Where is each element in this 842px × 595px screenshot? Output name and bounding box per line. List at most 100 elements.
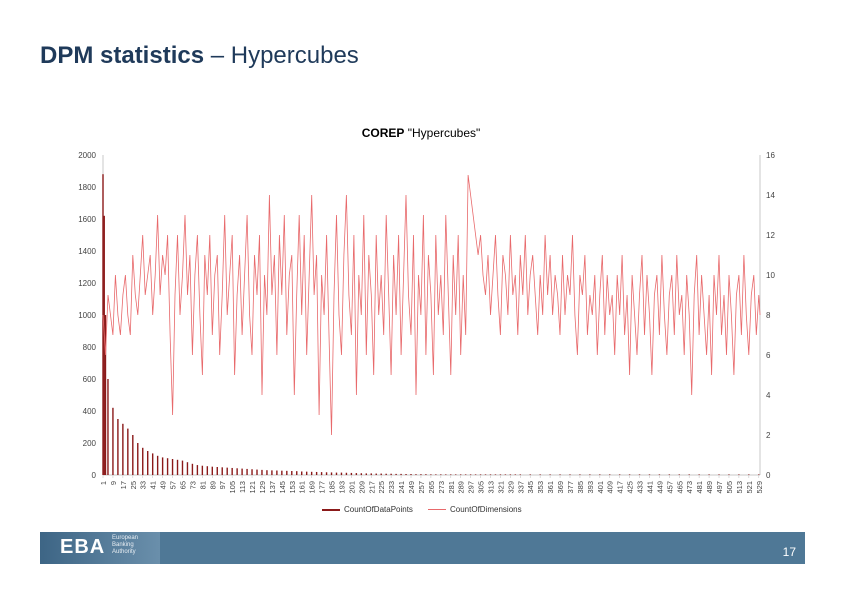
bar [211, 466, 213, 475]
y-left-tick-label: 200 [83, 439, 97, 448]
logo-subtitle-line: European [112, 535, 139, 541]
bar [450, 474, 452, 475]
bar [355, 473, 358, 475]
bar [718, 474, 720, 475]
bar [519, 474, 522, 475]
bar [489, 474, 492, 475]
logo-subtitle-line: Authority [112, 549, 136, 555]
eba-logo-box [40, 532, 160, 564]
x-tick-label: 1 [99, 481, 108, 485]
bar [365, 473, 367, 475]
bar [688, 474, 690, 475]
bar [738, 474, 740, 475]
y-left-tick-label: 2000 [78, 151, 96, 160]
bar [104, 315, 107, 475]
x-tick-label: 329 [506, 481, 515, 494]
x-tick-label: 17 [119, 481, 128, 489]
bar [469, 474, 472, 475]
bar [395, 473, 397, 475]
bar [400, 473, 402, 475]
bar [176, 459, 179, 475]
x-tick-label: 257 [417, 481, 426, 494]
x-tick-label: 505 [725, 481, 734, 494]
x-tick-label: 385 [576, 481, 585, 494]
x-tick-label: 433 [636, 481, 645, 494]
bar [181, 460, 184, 475]
x-tick-label: 345 [526, 481, 535, 494]
bar [678, 474, 680, 475]
bar [296, 471, 298, 475]
x-tick-label: 489 [705, 481, 714, 494]
x-tick-label: 337 [516, 481, 525, 494]
y-right-tick-label: 16 [766, 151, 775, 160]
x-tick-label: 529 [755, 481, 764, 494]
bar [335, 472, 338, 475]
x-tick-label: 265 [427, 481, 436, 494]
legend-swatch-datapoints [322, 509, 340, 511]
bar [609, 474, 611, 475]
x-tick-label: 113 [238, 481, 247, 493]
legend-swatch-dimensions [428, 509, 446, 510]
bar [648, 474, 651, 475]
x-tick-label: 137 [268, 481, 277, 494]
bar [425, 474, 427, 475]
x-tick-label: 361 [546, 481, 555, 494]
bar [142, 447, 144, 475]
bar [216, 467, 218, 475]
legend-label-dimensions: CountOfDimensions [450, 505, 522, 514]
chart-title: COREP "Hypercubes" [0, 126, 842, 140]
bar [658, 474, 661, 475]
bar [107, 379, 109, 475]
y-left-tick-label: 800 [83, 343, 97, 352]
bar [385, 473, 387, 475]
y-right-tick-label: 6 [766, 351, 771, 360]
bar [132, 435, 134, 475]
x-tick-label: 481 [695, 481, 704, 494]
bar [291, 471, 293, 475]
bar [748, 474, 750, 475]
bar [618, 474, 621, 475]
bar [380, 473, 382, 475]
y-left-tick-label: 1200 [78, 279, 96, 288]
bar [171, 459, 174, 475]
x-tick-label: 153 [288, 481, 297, 494]
bar [435, 474, 437, 475]
bar [728, 474, 730, 475]
bar [484, 474, 487, 475]
bar [231, 467, 233, 475]
bar [161, 457, 164, 475]
bar [345, 472, 348, 475]
page-number: 17 [782, 545, 796, 559]
bar [559, 474, 561, 475]
bar [325, 472, 328, 475]
bar [221, 467, 223, 475]
x-tick-label: 41 [149, 481, 158, 489]
bar [415, 474, 417, 475]
bar [479, 474, 482, 475]
y-left-tick-label: 0 [92, 471, 97, 480]
bar [599, 474, 601, 475]
bar [206, 466, 209, 475]
bar [549, 474, 551, 475]
bar [340, 472, 343, 475]
bar [281, 470, 283, 475]
bar [276, 470, 278, 475]
bar [628, 474, 631, 475]
x-tick-label: 425 [626, 481, 635, 494]
bar [256, 469, 258, 475]
x-tick-label: 417 [616, 481, 625, 494]
bar [474, 474, 477, 475]
x-tick-label: 281 [447, 481, 456, 494]
bar [539, 474, 541, 475]
bar [430, 474, 432, 475]
y-left-tick-label: 1800 [78, 183, 96, 192]
y-right-tick-label: 14 [766, 191, 775, 200]
eba-logo-subtitle: European Banking Authority [112, 535, 162, 556]
bar [464, 474, 467, 475]
bar [196, 465, 199, 475]
bar [166, 458, 169, 475]
bar [579, 474, 581, 475]
bar [514, 474, 517, 475]
y-right-tick-label: 12 [766, 231, 775, 240]
